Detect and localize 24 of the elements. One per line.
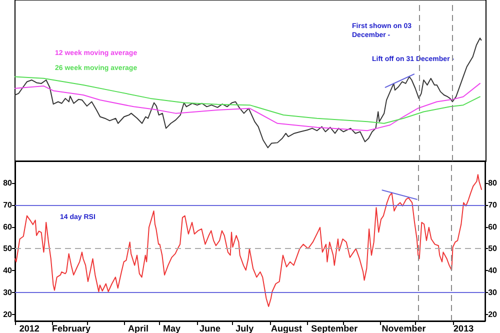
y-tick-label: 30 <box>3 288 13 298</box>
y2-tick-label: 40 <box>488 266 498 276</box>
line-series <box>14 174 482 308</box>
y-tick-label: 50 <box>3 244 13 254</box>
y-tick-label: 80 <box>3 178 13 188</box>
y2-tick-label: 80 <box>488 178 498 188</box>
x-tick-label: 2013 <box>454 324 474 333</box>
x-tick-label: June <box>199 324 220 333</box>
y-tick-label: 70 <box>3 200 13 210</box>
y-tick-label: 60 <box>3 222 13 232</box>
x-tick-label: November <box>382 324 426 333</box>
x-tick-label: July <box>236 324 254 333</box>
y-tick-label: 40 <box>3 266 13 276</box>
x-tick-label: September <box>311 324 358 333</box>
y2-tick-label: 30 <box>488 288 498 298</box>
x-tick-label: 2012 <box>19 324 40 333</box>
y-tick-label: 20 <box>3 310 13 319</box>
x-tick-label: May <box>162 324 180 333</box>
y2-tick-label: 50 <box>488 244 498 254</box>
x-tick-label: February <box>52 324 90 333</box>
y2-tick-label: 20 <box>488 310 498 319</box>
x-tick-label: April <box>128 324 148 333</box>
y2-tick-label: 70 <box>488 200 498 210</box>
y2-tick-label: 60 <box>488 222 498 232</box>
